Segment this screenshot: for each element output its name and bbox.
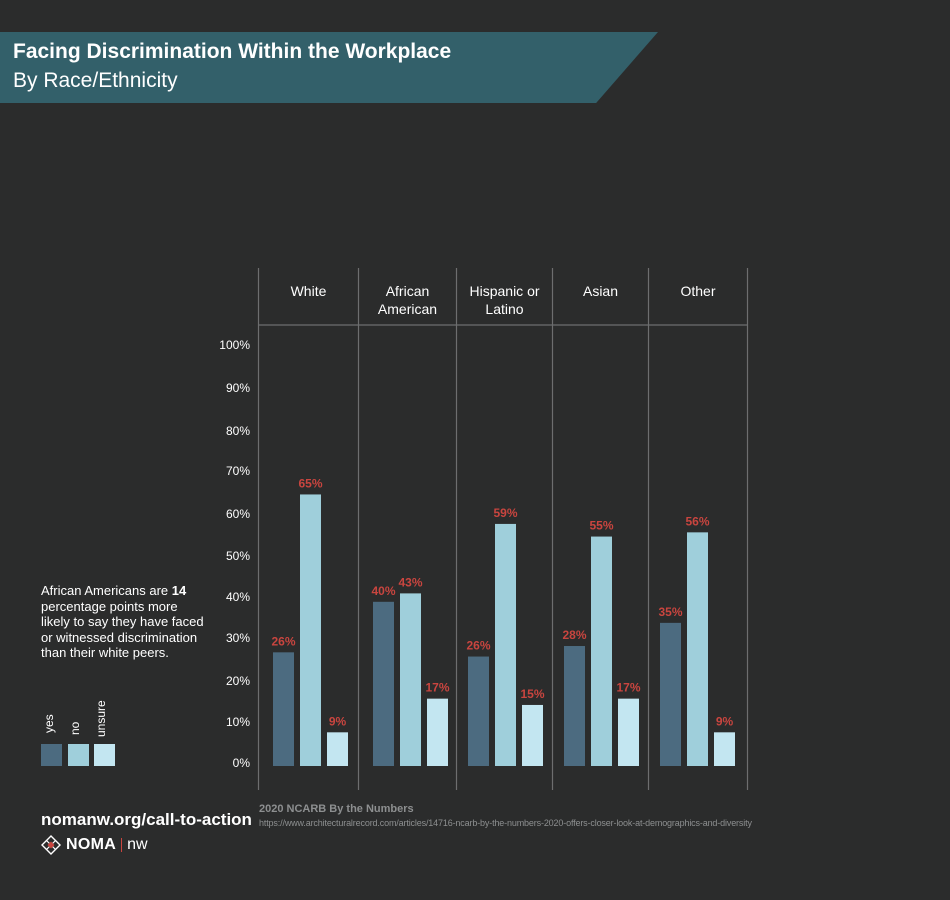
bar-unsure-hispanic-or-latino xyxy=(522,704,543,766)
category-label: American xyxy=(378,301,437,317)
noma-logo-icon xyxy=(41,835,61,855)
category-label: White xyxy=(291,283,327,299)
y-tick-label: 20% xyxy=(226,674,250,688)
bar-no-white xyxy=(300,494,321,766)
data-label: 17% xyxy=(616,681,640,695)
y-tick-label: 0% xyxy=(233,756,251,770)
bar-unsure-asian xyxy=(618,698,639,766)
legend-label-no: no xyxy=(68,721,82,735)
data-label: 43% xyxy=(398,575,422,589)
category-label: African xyxy=(386,283,430,299)
chart-subtitle: By Race/Ethnicity xyxy=(13,69,178,92)
data-label: 56% xyxy=(685,514,709,528)
data-label: 59% xyxy=(493,506,517,520)
logo-separator xyxy=(121,838,123,852)
bar-no-asian xyxy=(591,536,612,766)
category-label: Latino xyxy=(485,301,523,317)
data-label: 26% xyxy=(271,634,295,648)
note-text-before: African Americans are xyxy=(41,583,172,598)
bar-yes-african-american xyxy=(373,601,394,766)
logo-text: NOMA xyxy=(66,836,117,853)
legend-label-yes: yes xyxy=(42,714,56,733)
bar-unsure-other xyxy=(714,732,735,766)
bar-yes-hispanic-or-latino xyxy=(468,656,489,766)
y-tick-label: 30% xyxy=(226,631,250,645)
data-label: 65% xyxy=(298,476,322,490)
y-tick-label: 40% xyxy=(226,590,250,604)
bar-yes-asian xyxy=(564,646,585,766)
chart-title: Facing Discrimination Within the Workpla… xyxy=(13,40,452,63)
source-title: 2020 NCARB By the Numbers xyxy=(259,803,414,815)
noma-logo: NOMA nw xyxy=(41,835,148,855)
data-label: 55% xyxy=(589,519,613,533)
title-banner: Facing Discrimination Within the Workpla… xyxy=(0,32,658,103)
bar-yes-white xyxy=(273,652,294,766)
note-text-after: percentage points more likely to say the… xyxy=(41,598,204,661)
y-tick-label: 70% xyxy=(226,464,250,478)
y-tick-label: 80% xyxy=(226,424,250,438)
category-label: Hispanic or xyxy=(469,283,539,299)
data-label: 40% xyxy=(371,584,395,598)
legend-label-unsure: unsure xyxy=(94,700,108,737)
legend-swatch-yes xyxy=(41,744,62,766)
data-label: 15% xyxy=(520,687,544,701)
y-tick-label: 50% xyxy=(226,549,250,563)
data-label: 28% xyxy=(562,628,586,642)
y-tick-label: 10% xyxy=(226,715,250,729)
insight-note: African Americans are 14 percentage poin… xyxy=(41,583,206,661)
bar-unsure-african-american xyxy=(427,698,448,766)
note-highlight: 14 xyxy=(171,583,187,598)
bar-no-african-american xyxy=(400,593,421,766)
data-label: 35% xyxy=(658,605,682,619)
source-url[interactable]: https://www.architecturalrecord.com/arti… xyxy=(259,818,752,828)
bar-no-other xyxy=(687,532,708,766)
data-label: 9% xyxy=(716,714,734,728)
data-label: 9% xyxy=(329,714,347,728)
data-label: 17% xyxy=(425,681,449,695)
y-tick-label: 90% xyxy=(226,381,250,395)
legend-swatch-unsure xyxy=(94,744,115,766)
data-label: 26% xyxy=(466,639,490,653)
y-tick-label: 100% xyxy=(219,338,250,352)
category-label: Asian xyxy=(583,283,618,299)
call-to-action-link[interactable]: nomanw.org/call-to-action xyxy=(41,810,252,829)
bar-unsure-white xyxy=(327,732,348,766)
logo-suffix: nw xyxy=(127,836,148,853)
bar-no-hispanic-or-latino xyxy=(495,523,516,766)
legend-swatch-no xyxy=(68,744,89,766)
bar-yes-other xyxy=(660,622,681,766)
y-tick-label: 60% xyxy=(226,507,250,521)
category-label: Other xyxy=(680,283,715,299)
